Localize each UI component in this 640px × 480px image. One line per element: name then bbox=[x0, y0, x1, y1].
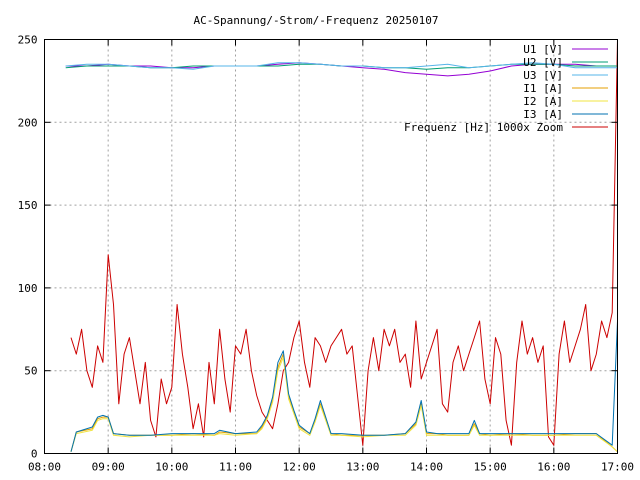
x-tick-label: 11:00 bbox=[219, 461, 252, 474]
legend-label: U2 [V] bbox=[523, 56, 563, 69]
x-tick-label: 10:00 bbox=[155, 461, 188, 474]
legend-label: I2 [A] bbox=[523, 95, 563, 108]
legend-label: U3 [V] bbox=[523, 69, 563, 82]
series-line-frequenz-hz-1000x-zoom bbox=[70, 39, 618, 446]
chart-title: AC-Spannung/-Strom/-Frequenz 20250107 bbox=[193, 14, 438, 27]
y-tick-label: 100 bbox=[18, 282, 38, 295]
grid bbox=[44, 39, 618, 454]
plot-series bbox=[65, 39, 618, 453]
y-tick-label: 150 bbox=[18, 199, 38, 212]
plot-frame bbox=[44, 39, 618, 454]
x-tick-label: 12:00 bbox=[283, 461, 316, 474]
legend-label: U1 [V] bbox=[523, 43, 563, 56]
series-line-i3-a bbox=[70, 320, 618, 452]
series-line-u3-v bbox=[65, 62, 618, 70]
x-tick-label: 14:00 bbox=[410, 461, 443, 474]
series-line-i2-a bbox=[70, 357, 618, 453]
x-tick-label: 13:00 bbox=[346, 461, 379, 474]
y-tick-label: 0 bbox=[31, 448, 38, 461]
x-tick-label: 08:00 bbox=[28, 461, 61, 474]
legend: U1 [V]U2 [V]U3 [V]I1 [A]I2 [A]I3 [A]Freq… bbox=[404, 43, 608, 134]
x-tick-label: 09:00 bbox=[92, 461, 125, 474]
y-tick-label: 250 bbox=[18, 34, 38, 47]
legend-label: I3 [A] bbox=[523, 108, 563, 121]
legend-label: Frequenz [Hz] 1000x Zoom bbox=[404, 121, 563, 134]
legend-label: I1 [A] bbox=[523, 82, 563, 95]
y-tick-label: 200 bbox=[18, 116, 38, 129]
y-tick-label: 50 bbox=[24, 365, 37, 378]
x-tick-label: 15:00 bbox=[474, 461, 507, 474]
series-line-i1-a bbox=[70, 353, 618, 453]
axis-ticks: 0 50 100 150 200 250 08:00 09:00 10:00 11:00 12:00… bbox=[18, 34, 634, 474]
x-tick-label: 16:00 bbox=[537, 461, 570, 474]
x-tick-label: 17:00 bbox=[601, 461, 634, 474]
